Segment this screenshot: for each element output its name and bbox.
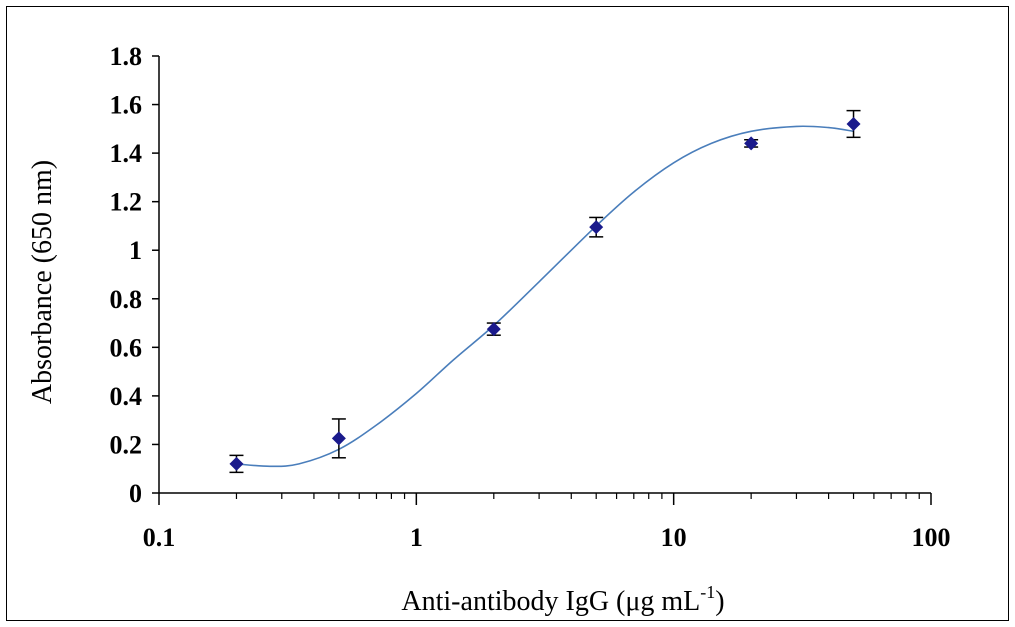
y-tick-label: 0.2 [110,430,143,459]
data-point [589,220,604,235]
y-axis-title: Absorbance (650 nm) [27,160,58,404]
error-bars-layer [229,109,861,474]
x-axis: 0.1 1 10 100 [143,492,951,552]
y-tick-label: 1.2 [110,188,143,217]
data-point [331,431,346,446]
absorbance-chart: 0 0.2 0.4 0.6 0.8 1 1.2 1.4 1.6 1.8 0.1 1 10 100 Ant… [27,42,951,617]
y-axis: 0 0.2 0.4 0.6 0.8 1 1.2 1.4 1.6 1.8 [110,42,160,508]
y-tick-label: 0 [129,479,142,508]
x-tick-label: 0.1 [143,523,176,552]
data-point [486,322,501,337]
x-axis-title: Anti-antibody IgG (μg mL-1) [401,582,724,617]
data-points-layer [229,116,861,471]
data-point [229,456,244,471]
chart-frame: 0 0.2 0.4 0.6 0.8 1 1.2 1.4 1.6 1.8 0.1 1 10 100 Ant… [6,6,1009,621]
x-axis-title-superscript: -1 [700,582,715,602]
y-tick-label: 1.8 [110,42,143,71]
x-tick-label: 10 [661,523,687,552]
data-point [744,136,759,151]
y-tick-label: 1.6 [110,91,143,120]
y-tick-label: 0.4 [110,382,143,411]
y-tick-label: 1 [129,236,142,265]
y-tick-label: 0.8 [110,285,143,314]
fit-curve-layer [236,125,854,468]
x-tick-label: 1 [410,523,423,552]
fit-curve [236,125,854,468]
y-tick-label: 0.6 [110,333,143,362]
data-point [846,116,861,131]
x-tick-label: 100 [912,523,951,552]
y-tick-label: 1.4 [110,139,143,168]
